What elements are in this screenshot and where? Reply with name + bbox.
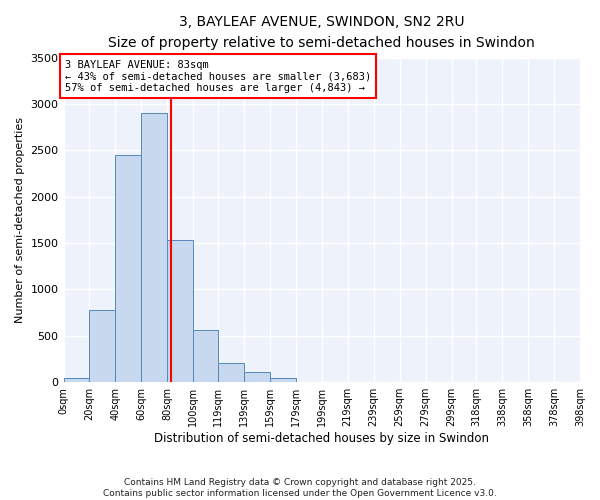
- Bar: [193, 330, 218, 382]
- Y-axis label: Number of semi-detached properties: Number of semi-detached properties: [15, 117, 25, 323]
- Bar: [64, 378, 89, 382]
- Bar: [244, 372, 270, 382]
- Bar: [270, 378, 296, 382]
- Bar: [167, 240, 193, 382]
- Bar: [115, 155, 142, 382]
- Bar: [218, 362, 244, 382]
- X-axis label: Distribution of semi-detached houses by size in Swindon: Distribution of semi-detached houses by …: [154, 432, 489, 445]
- Text: Contains HM Land Registry data © Crown copyright and database right 2025.
Contai: Contains HM Land Registry data © Crown c…: [103, 478, 497, 498]
- Title: 3, BAYLEAF AVENUE, SWINDON, SN2 2RU
Size of property relative to semi-detached h: 3, BAYLEAF AVENUE, SWINDON, SN2 2RU Size…: [109, 15, 535, 50]
- Text: 3 BAYLEAF AVENUE: 83sqm
← 43% of semi-detached houses are smaller (3,683)
57% of: 3 BAYLEAF AVENUE: 83sqm ← 43% of semi-de…: [65, 60, 371, 93]
- Bar: [142, 114, 167, 382]
- Bar: [89, 310, 115, 382]
